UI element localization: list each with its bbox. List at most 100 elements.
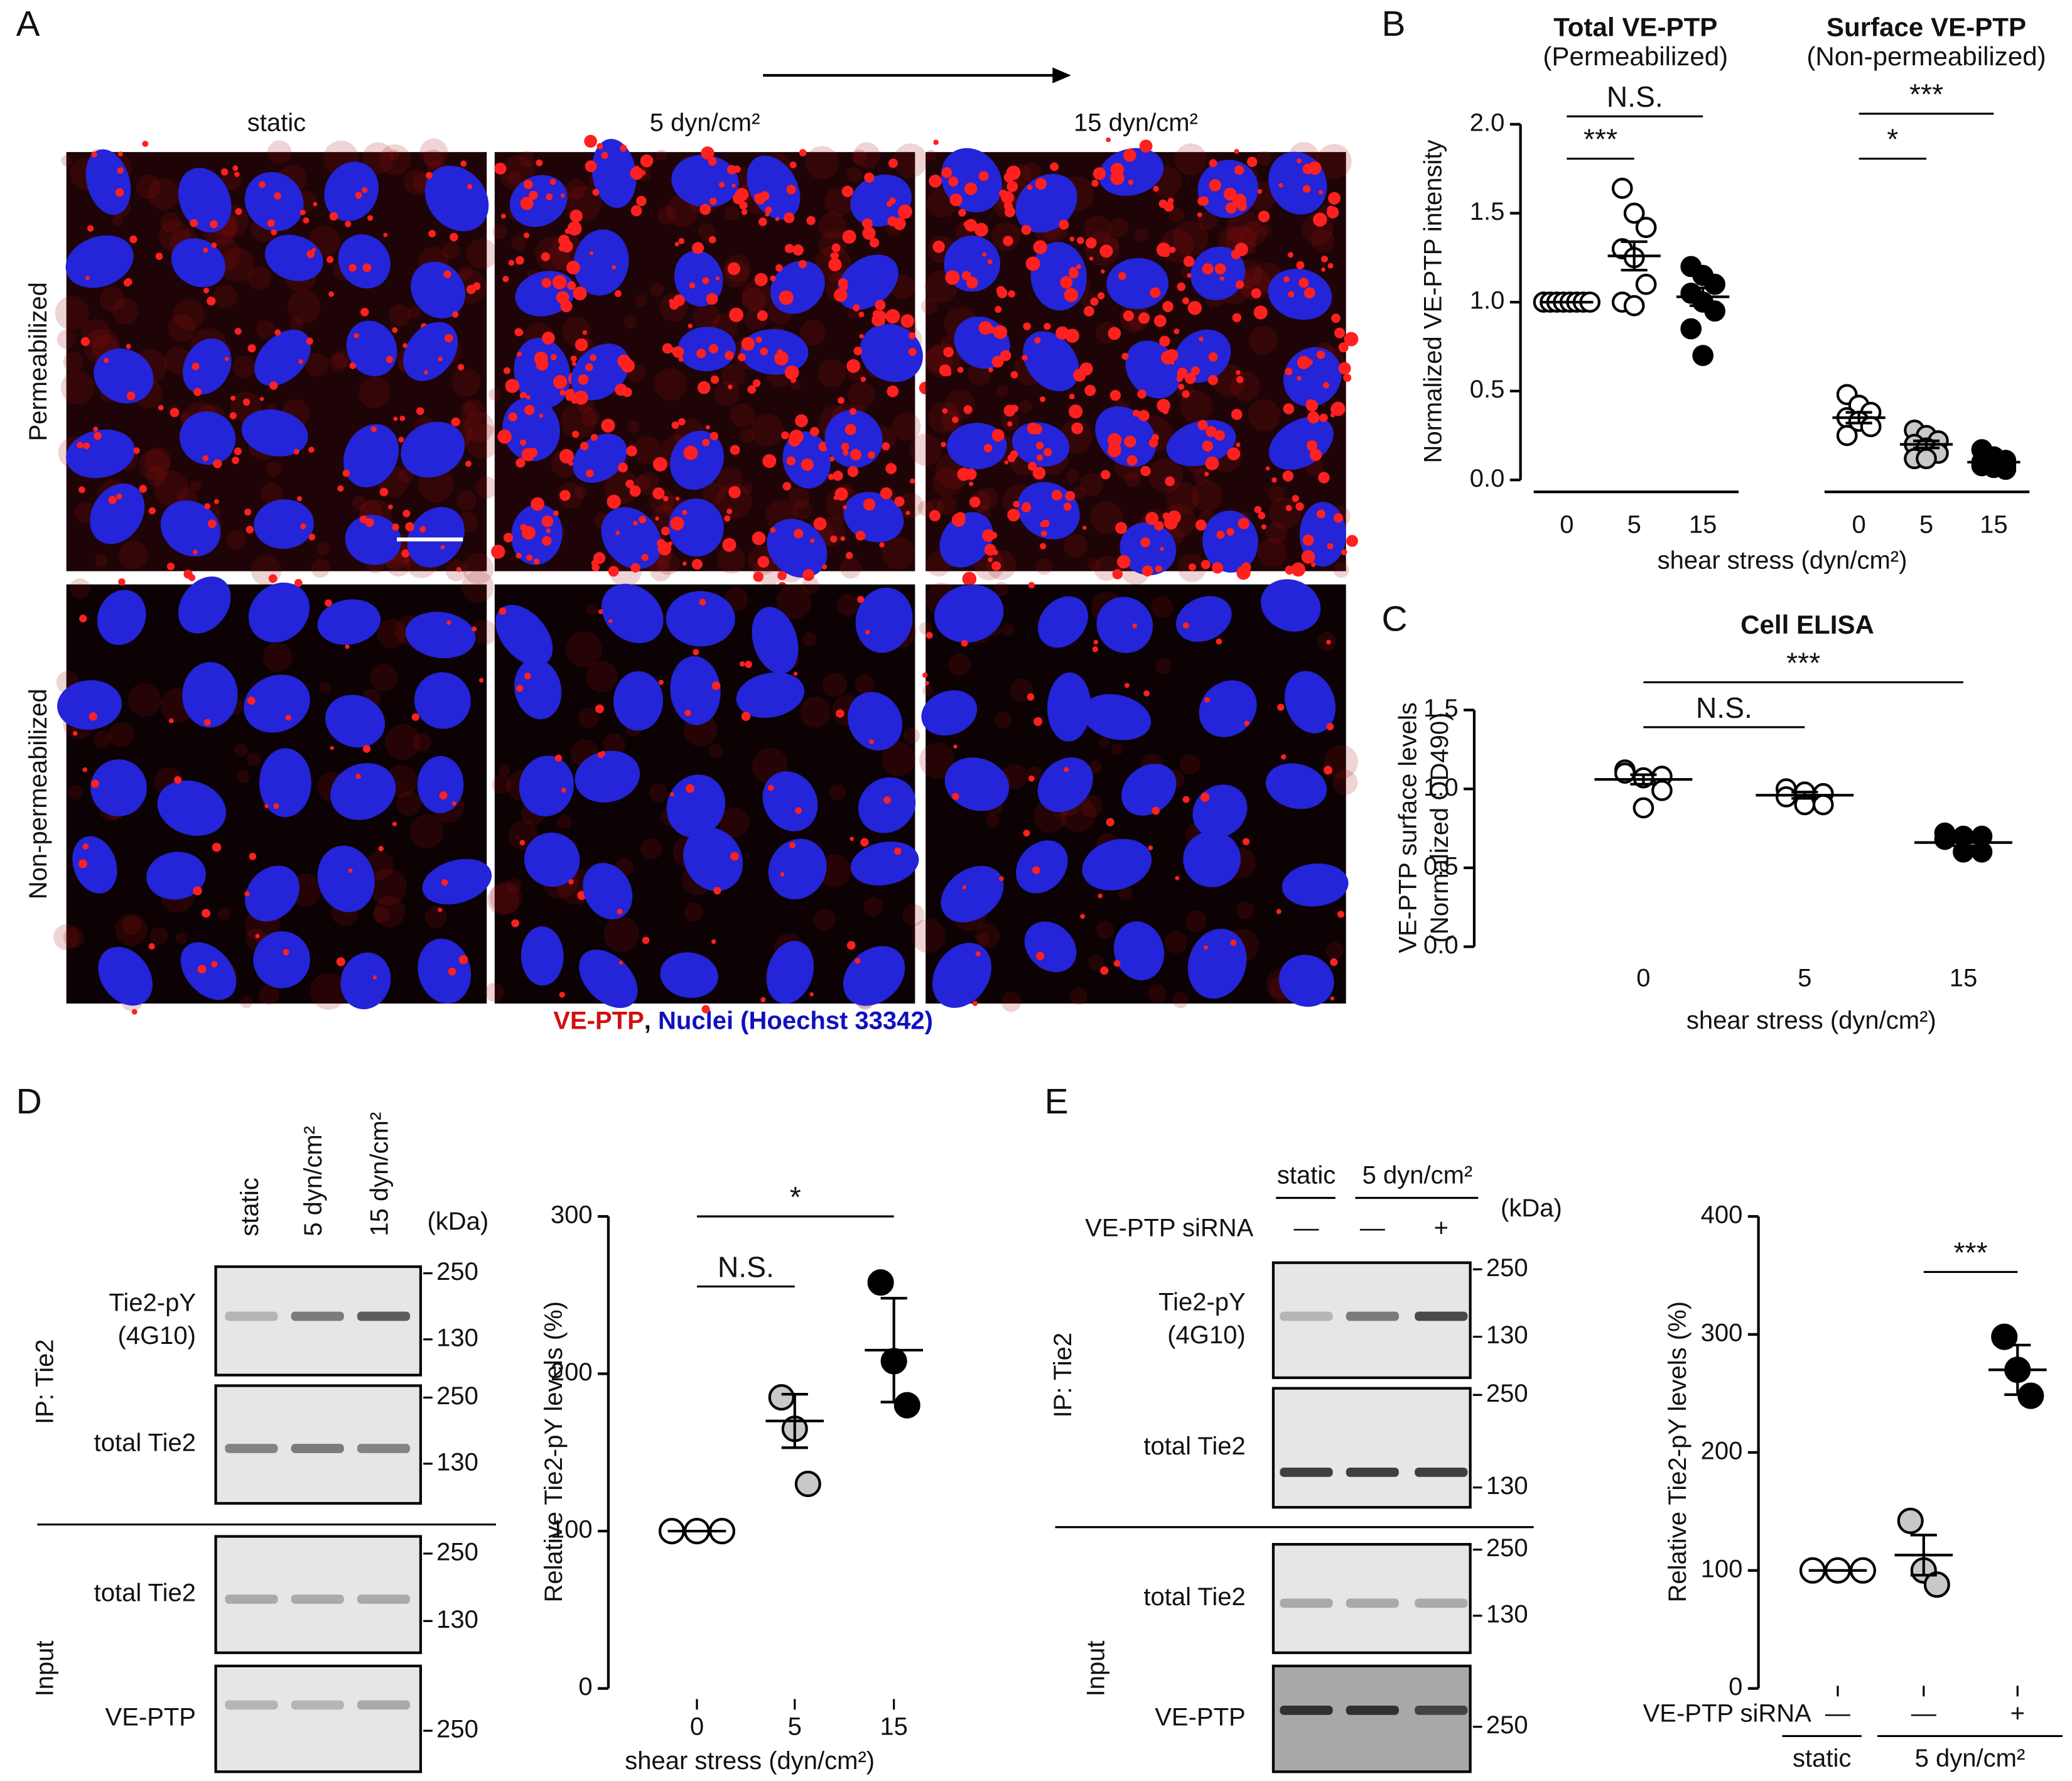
red-haze bbox=[287, 290, 321, 324]
red-haze bbox=[1098, 737, 1110, 749]
red-haze bbox=[977, 933, 990, 945]
red-punctum bbox=[1216, 638, 1222, 645]
red-punctum bbox=[423, 370, 428, 375]
nucleus bbox=[762, 771, 818, 831]
red-punctum bbox=[683, 445, 698, 460]
nucleus bbox=[941, 865, 1004, 923]
red-punctum bbox=[757, 310, 768, 322]
red-haze bbox=[1333, 561, 1349, 578]
red-punctum bbox=[1326, 723, 1334, 731]
red-punctum bbox=[232, 456, 240, 465]
red-punctum bbox=[541, 278, 552, 288]
blot bbox=[214, 1664, 423, 1773]
marker-label: 130 bbox=[436, 1324, 478, 1351]
red-haze bbox=[941, 335, 956, 350]
y-tick-label: 1.0 bbox=[1423, 774, 1459, 801]
red-punctum bbox=[741, 712, 751, 722]
blot-label: total Tie2 bbox=[94, 1429, 196, 1457]
red-punctum bbox=[1093, 639, 1099, 645]
red-haze bbox=[928, 401, 960, 434]
data-point bbox=[1635, 273, 1657, 295]
micrograph bbox=[911, 565, 1359, 1012]
red-punctum bbox=[1040, 521, 1046, 528]
red-punctum bbox=[82, 843, 89, 850]
red-punctum bbox=[541, 252, 551, 261]
red-punctum bbox=[1297, 355, 1311, 369]
red-haze bbox=[374, 896, 406, 928]
marker-label: 130 bbox=[1486, 1600, 1528, 1628]
red-punctum bbox=[640, 170, 646, 176]
red-punctum bbox=[590, 433, 598, 441]
red-punctum bbox=[529, 190, 538, 200]
blot bbox=[1271, 1261, 1472, 1379]
red-haze bbox=[352, 495, 367, 511]
nucleus bbox=[245, 865, 299, 922]
red-punctum bbox=[539, 413, 544, 418]
red-haze bbox=[61, 154, 73, 166]
red-punctum bbox=[1023, 830, 1030, 837]
red-punctum bbox=[1277, 703, 1285, 711]
red-punctum bbox=[658, 679, 664, 685]
nucleus bbox=[934, 584, 1004, 643]
red-punctum bbox=[296, 496, 302, 502]
red-punctum bbox=[559, 448, 574, 464]
legend-red: VE-PTP bbox=[553, 1007, 644, 1034]
red-punctum bbox=[909, 332, 916, 340]
red-punctum bbox=[508, 412, 517, 421]
red-punctum bbox=[887, 385, 899, 398]
red-punctum bbox=[117, 151, 123, 156]
x-tick-label: + bbox=[2010, 1699, 2025, 1727]
red-punctum bbox=[1231, 249, 1241, 259]
red-haze bbox=[586, 604, 598, 615]
data-point bbox=[1923, 1571, 1950, 1598]
red-punctum bbox=[1010, 371, 1018, 379]
nucleus bbox=[338, 234, 391, 289]
red-punctum bbox=[871, 313, 885, 327]
red-punctum bbox=[91, 151, 97, 158]
nucleus bbox=[1187, 928, 1247, 999]
nucleus bbox=[677, 327, 737, 372]
red-punctum bbox=[1044, 448, 1052, 457]
red-punctum bbox=[883, 796, 892, 804]
red-punctum bbox=[626, 445, 637, 457]
nucleus bbox=[94, 348, 154, 404]
red-punctum bbox=[1028, 775, 1035, 782]
red-punctum bbox=[1164, 516, 1178, 530]
red-punctum bbox=[362, 263, 372, 273]
red-haze bbox=[372, 906, 389, 924]
nucleus bbox=[324, 161, 379, 222]
red-punctum bbox=[699, 598, 706, 606]
red-haze bbox=[1225, 225, 1256, 256]
red-punctum bbox=[1341, 549, 1347, 556]
red-haze bbox=[226, 529, 247, 550]
red-haze bbox=[1089, 760, 1102, 774]
red-punctum bbox=[677, 418, 686, 426]
error-bar bbox=[1621, 240, 1648, 272]
red-punctum bbox=[393, 416, 398, 421]
red-punctum bbox=[925, 681, 929, 685]
band bbox=[1415, 1468, 1468, 1477]
red-punctum bbox=[1313, 212, 1327, 227]
nucleus bbox=[1278, 955, 1334, 1007]
red-haze bbox=[805, 146, 839, 180]
red-haze bbox=[1164, 930, 1187, 954]
red-haze bbox=[492, 224, 508, 239]
red-haze bbox=[1001, 623, 1015, 636]
red-punctum bbox=[1013, 501, 1020, 508]
red-punctum bbox=[460, 160, 467, 167]
red-punctum bbox=[573, 286, 587, 301]
red-punctum bbox=[730, 852, 739, 861]
nucleus bbox=[848, 691, 903, 750]
red-punctum bbox=[170, 408, 180, 418]
red-punctum bbox=[1316, 350, 1325, 359]
red-punctum bbox=[1225, 202, 1237, 214]
red-punctum bbox=[526, 395, 531, 400]
red-punctum bbox=[988, 367, 993, 372]
red-punctum bbox=[620, 144, 627, 152]
red-punctum bbox=[1165, 476, 1175, 487]
red-haze bbox=[1148, 984, 1167, 1003]
blot bbox=[214, 1535, 423, 1654]
red-haze bbox=[793, 500, 812, 519]
red-punctum bbox=[1197, 420, 1208, 431]
red-haze bbox=[409, 815, 444, 849]
